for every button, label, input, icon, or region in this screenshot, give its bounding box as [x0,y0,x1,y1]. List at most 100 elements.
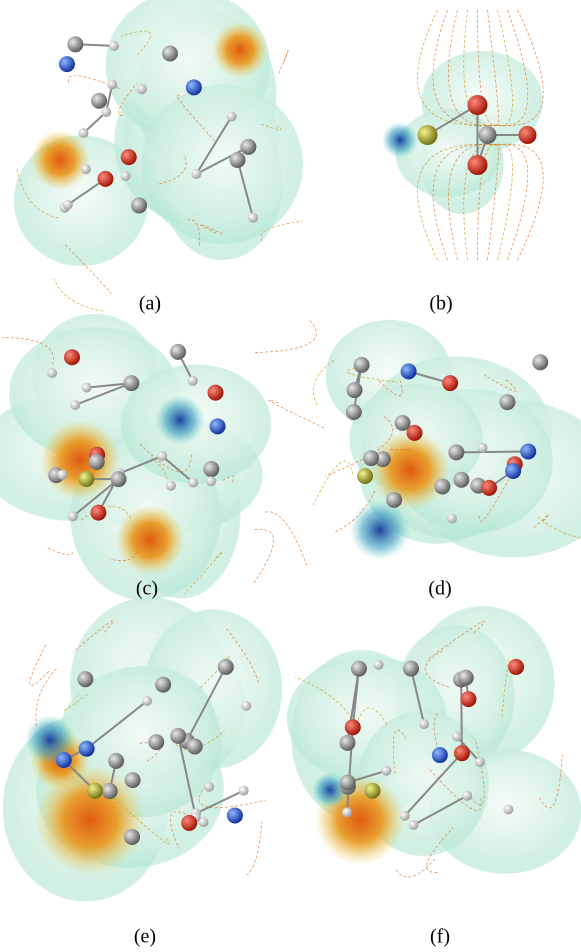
atom [346,382,362,398]
atom [519,126,537,144]
atom [340,774,356,790]
atom [432,747,448,763]
atom [186,79,202,95]
field-line [279,50,288,73]
molecule-images [0,0,581,901]
atom [137,84,147,94]
atom [91,93,107,109]
panel-label: (c) [136,578,158,600]
atom [79,128,89,138]
atom [206,476,216,486]
panel-label: (b) [429,293,452,315]
atom [59,56,75,72]
atom [381,766,391,776]
atom [354,357,370,373]
atom [218,659,234,675]
atom [123,375,139,391]
atom [63,200,73,210]
atom [468,155,488,175]
atom [419,719,429,729]
atom [239,786,249,796]
molecule-panel [3,597,282,901]
figure: (a) (b) (c) (d) (e) (f) [0,0,581,952]
field-line [313,461,352,505]
atom [188,478,198,488]
molecule-panel [255,320,581,560]
atom [188,376,198,386]
atom [454,745,470,761]
atom [70,400,80,410]
atom [148,734,164,750]
atom [77,671,93,687]
molecule-panel [0,279,324,600]
atom [478,443,488,453]
atom [357,468,373,484]
atom [81,164,91,174]
field-line [498,144,544,260]
atom [403,661,419,677]
atom [241,701,251,711]
atom [131,197,147,213]
atom [481,480,497,496]
atom [111,471,127,487]
atom [452,732,462,742]
atom [155,677,171,693]
atom [345,719,361,735]
atom [170,344,186,360]
panel-label: (a) [139,293,161,315]
page: (a) (b) (c) (d) (e) (f) (() => { const d… [0,0,581,952]
atom [339,735,355,751]
atom [442,375,458,391]
atom [351,661,367,677]
field-line [255,320,316,352]
atom [121,171,131,181]
atom [108,753,124,769]
surface-hot [30,130,90,190]
atom [374,660,384,670]
atom [468,95,488,115]
surface-cold [350,500,410,560]
atom [162,46,178,62]
atom [460,691,476,707]
atom [475,757,485,767]
atom [203,461,219,477]
atom [68,511,78,521]
atom [208,385,224,401]
atom [418,125,438,145]
field-line [54,279,103,311]
atom [365,783,381,799]
surface-hot [115,505,185,575]
bond [461,680,462,754]
atom [57,470,67,480]
atom [386,492,402,508]
atom [56,752,72,768]
atom [434,478,450,494]
atom [64,349,80,365]
atom [499,394,515,410]
atom [363,450,379,466]
molecule-panel [14,0,303,294]
atom [532,354,548,370]
atom [78,471,94,487]
atom [47,368,57,378]
atom [520,443,536,459]
panel-label: (d) [428,578,451,600]
molecule-panel [382,10,543,260]
atom [87,783,103,799]
surface-hot [212,22,268,78]
atom [230,152,246,168]
panel-label: (e) [134,926,156,948]
atom [125,772,141,788]
atom [121,149,137,165]
atom [227,111,237,121]
field-line [265,512,308,568]
atom [447,513,457,523]
atom [204,782,214,792]
atom [67,36,83,52]
atom [448,444,464,460]
field-line [30,644,49,685]
atom [101,107,111,117]
atom [453,472,469,488]
atom [109,41,119,51]
molecule-panel [287,606,581,877]
